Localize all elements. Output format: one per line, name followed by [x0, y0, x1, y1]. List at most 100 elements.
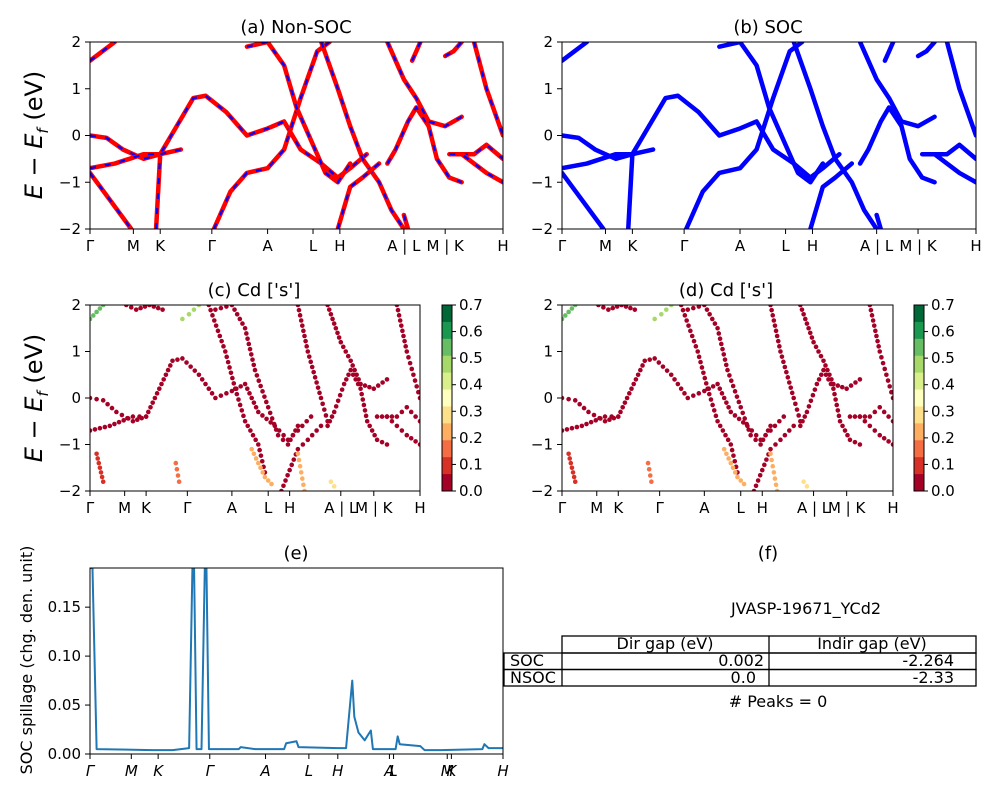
weight-dot-d-13	[845, 432, 850, 438]
weight-dot-c-18	[408, 436, 414, 441]
weight-dot-c-11	[322, 407, 327, 412]
weight-dot-d-8	[728, 442, 734, 447]
weight-dot-d-2	[638, 367, 643, 373]
weight-dot-d-2	[620, 405, 625, 410]
weight-dot-c-0	[100, 305, 106, 308]
weight-dot-d-14	[857, 377, 863, 382]
weight-dot-c-1	[119, 412, 125, 418]
weight-dot-c-7	[250, 357, 255, 362]
weight-dot-c-12	[295, 451, 301, 457]
weight-dot-c-10	[285, 473, 290, 478]
band-line-b-5	[683, 42, 805, 229]
weight-dot-c-11	[297, 313, 303, 318]
weight-dot-c-7	[245, 336, 250, 342]
weight-dot-c-13	[325, 423, 330, 429]
weight-dot-c-16	[389, 414, 395, 419]
weight-dot-d-11	[791, 395, 796, 401]
weight-dot-c-7	[247, 346, 253, 352]
weight-dot-d-2	[777, 418, 782, 424]
weight-dot-c-2	[112, 421, 117, 427]
weight-dot-d-8	[720, 428, 726, 433]
weight-dot-d-8	[723, 432, 728, 438]
weight-dot-d-2	[736, 416, 742, 422]
weight-dot-c-17	[416, 389, 420, 395]
weight-dot-c-9	[265, 478, 271, 483]
weight-dot-d-10	[778, 437, 783, 443]
weight-dot-c-11	[315, 385, 321, 390]
weight-dot-d-6	[646, 467, 652, 472]
weight-dot-d-16	[890, 418, 893, 424]
weight-dot-d-11	[794, 407, 800, 412]
table-material-label: JVASP-19671_YCd2	[730, 599, 881, 619]
weight-dot-c-11	[298, 318, 304, 323]
weight-dot-c-17	[400, 328, 405, 334]
weight-dot-d-2	[672, 377, 677, 382]
weight-dot-c-14	[375, 383, 381, 388]
weight-dot-c-11	[320, 401, 325, 407]
weight-dot-d-5	[659, 312, 664, 317]
band-line-b-12	[932, 142, 976, 162]
weight-dot-d-7	[742, 416, 748, 421]
weight-dot-d-14	[825, 367, 830, 373]
weight-dot-c-3	[98, 470, 104, 475]
panel-e-ytick-label: 0.05	[48, 696, 81, 714]
weight-dot-d-14	[818, 353, 824, 359]
panel-b-xtick-label: H	[970, 237, 981, 255]
weight-dot-d-11	[788, 385, 794, 390]
weight-dot-d-13	[800, 418, 805, 424]
panel-e-plot: 0.150.100.050.00Γ M K Γ A L H AL MK H	[48, 567, 509, 780]
weight-dot-c-11	[314, 380, 319, 385]
weight-dot-d-2	[618, 409, 623, 415]
weight-dot-c-12	[298, 470, 304, 475]
panel-a-xtick-label: H	[497, 237, 508, 255]
weight-dot-d-8	[701, 370, 706, 376]
weight-dot-d-7	[740, 410, 746, 416]
weight-dot-d-8	[682, 313, 688, 318]
weight-dot-c-14	[326, 307, 332, 312]
weight-dot-c-7	[237, 316, 243, 322]
panel-a-xtick-label: L	[309, 237, 318, 255]
weight-dot-c-2	[170, 358, 175, 364]
weight-dot-d-18	[872, 428, 878, 433]
weight-dot-d-4	[632, 307, 638, 312]
weight-dot-c-14	[331, 321, 337, 326]
weight-dot-c-2	[107, 423, 113, 429]
colorbar-swatch	[442, 321, 452, 340]
weight-dot-c-10	[289, 462, 295, 468]
band-line-b-11	[915, 42, 937, 59]
weight-dot-d-7	[768, 423, 773, 429]
weight-dot-d-7	[746, 427, 751, 432]
weight-dot-c-7	[251, 362, 257, 368]
weight-dot-d-7	[690, 305, 696, 311]
colorbar-d: 0.7 0.6 0.5 0.4 0.3 0.2 0.1 0.0	[913, 296, 955, 500]
weight-dot-c-8	[232, 386, 238, 392]
weight-dot-d-7	[765, 428, 771, 433]
weight-dot-d-8	[713, 413, 719, 419]
weight-dot-c-8	[225, 359, 231, 365]
weight-dot-d-0	[563, 313, 568, 318]
panel-b-xtick-label: Γ	[558, 237, 567, 255]
weight-dot-d-14	[839, 384, 845, 390]
weight-dot-d-14	[811, 339, 816, 345]
panel-e-xtick-label: K	[446, 762, 457, 780]
panel-c-xtick-label: H	[414, 499, 425, 517]
weight-dot-c-7	[267, 410, 273, 416]
panel-d-xtick-label: A	[699, 499, 710, 517]
band-line-b-6	[717, 42, 826, 185]
weight-dot-c-7	[264, 399, 269, 405]
weight-dot-c-14	[380, 380, 385, 385]
weight-dot-c-11	[317, 390, 322, 396]
weight-dot-c-17	[397, 318, 403, 323]
band-dash-a-11	[444, 42, 463, 57]
weight-dot-c-2	[192, 368, 198, 373]
weight-dot-d-2	[629, 386, 634, 392]
weight-dot-c-2	[308, 414, 314, 419]
weight-dot-d-2	[717, 386, 723, 392]
colorbar-swatch	[442, 389, 452, 407]
weight-dot-c-7	[269, 416, 275, 421]
weight-dot-d-2	[624, 395, 630, 401]
weight-dot-d-2	[562, 428, 565, 433]
weight-dot-d-10	[755, 478, 761, 483]
weight-dot-d-7	[715, 325, 720, 331]
weight-dot-d-17	[877, 349, 883, 354]
